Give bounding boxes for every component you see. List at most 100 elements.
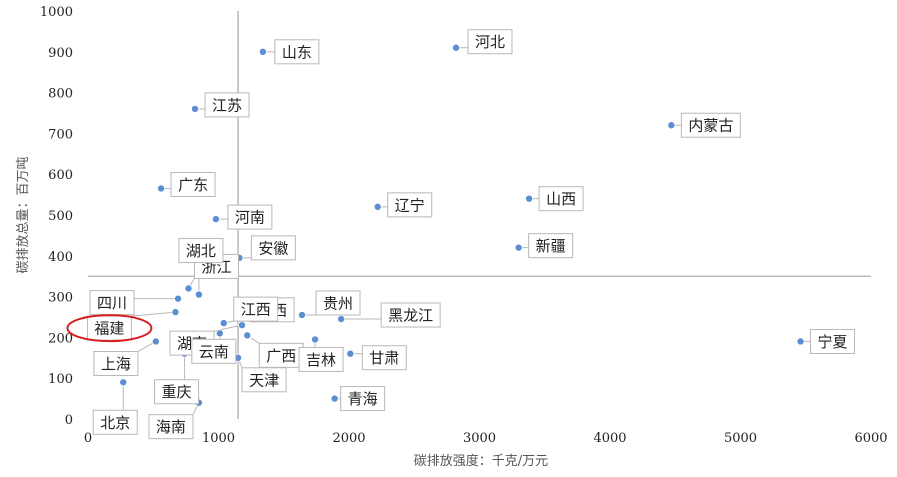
y-axis-title: 碳排放总量：百万吨 <box>16 156 31 273</box>
data-label-box <box>340 386 386 412</box>
data-point-7 <box>373 202 382 211</box>
data-label: 河北 <box>475 33 505 51</box>
y-tick-label: 200 <box>48 331 73 346</box>
y-tick-label: 100 <box>48 372 73 387</box>
data-label-box <box>227 204 273 230</box>
data-label: 河南 <box>235 209 265 227</box>
data-label: 上海 <box>101 355 131 373</box>
data-point-19 <box>215 329 224 338</box>
x-tick-label: 5000 <box>724 431 757 446</box>
data-label: 吉林 <box>306 351 336 369</box>
data-point-10 <box>184 284 193 293</box>
x-tick-label: 3000 <box>463 431 496 446</box>
data-label-box <box>387 192 433 218</box>
data-labels: 山东河北江苏内蒙古广东山西河南辽宁新疆安徽浙江湖北四川陕西福建贵州黑龙江江西湖南… <box>66 29 856 440</box>
data-label-box <box>170 171 216 197</box>
data-label: 重庆 <box>162 383 192 401</box>
data-point-14 <box>171 308 180 317</box>
x-tick-label: 6000 <box>854 431 887 446</box>
data-point-23 <box>311 335 320 344</box>
y-tick-label: 1000 <box>40 5 73 20</box>
data-label: 广西 <box>266 347 296 365</box>
data-label-box <box>538 186 584 212</box>
data-label: 甘肃 <box>369 349 399 367</box>
data-label-box <box>380 302 441 328</box>
data-label: 山西 <box>546 190 576 208</box>
data-label: 贵州 <box>323 294 353 312</box>
data-point-24 <box>346 349 355 358</box>
data-point-28 <box>330 394 339 403</box>
data-label: 北京 <box>100 414 130 432</box>
data-point-2 <box>191 104 200 113</box>
x-tick-label: 0 <box>84 431 92 446</box>
data-label-box <box>810 328 856 354</box>
data-point-20 <box>243 331 252 340</box>
data-point-4 <box>157 184 166 193</box>
data-label: 青海 <box>348 390 378 408</box>
y-tick-label: 600 <box>48 168 73 183</box>
y-axis-ticks: 0 100 200 300 400 500 600 700 800 900 1000 <box>40 5 73 428</box>
data-point-17 <box>219 319 228 328</box>
data-point-3 <box>667 121 676 130</box>
data-label-box <box>154 379 200 405</box>
data-label: 海南 <box>156 418 186 436</box>
data-point-15 <box>298 310 307 319</box>
data-label-box <box>467 29 513 55</box>
x-tick-label: 2000 <box>332 431 365 446</box>
data-label: 新疆 <box>536 237 566 255</box>
data-point-21 <box>151 337 160 346</box>
y-tick-label: 700 <box>48 127 73 142</box>
data-point-18 <box>237 321 246 330</box>
data-label-box <box>315 290 361 316</box>
data-label-box <box>250 235 296 261</box>
data-label: 江西 <box>241 301 271 319</box>
data-label: 山东 <box>282 43 312 61</box>
y-tick-label: 400 <box>48 250 73 265</box>
data-label-box <box>298 346 344 372</box>
data-label: 广东 <box>178 176 208 194</box>
y-tick-label: 0 <box>65 413 73 428</box>
data-label-box <box>204 92 250 118</box>
data-point-6 <box>211 215 220 224</box>
data-label: 福建 <box>94 320 124 338</box>
y-tick-label: 300 <box>48 291 73 306</box>
data-point-1 <box>452 43 461 52</box>
data-label: 黑龙江 <box>388 307 433 325</box>
data-label-box <box>148 414 194 440</box>
data-label: 四川 <box>97 294 127 312</box>
x-tick-label: 1000 <box>202 431 235 446</box>
data-label-box <box>680 112 741 138</box>
data-point-16 <box>337 315 346 324</box>
data-label: 云南 <box>199 343 229 361</box>
data-point-5 <box>525 194 534 203</box>
data-label-box <box>178 238 224 264</box>
data-label: 江苏 <box>212 96 242 114</box>
y-tick-label: 500 <box>48 209 73 224</box>
data-label: 天津 <box>249 371 279 389</box>
data-point-8 <box>514 243 523 252</box>
data-point-22 <box>796 337 805 346</box>
data-label-box <box>241 367 287 393</box>
data-point-0 <box>258 47 267 56</box>
data-label: 湖北 <box>186 242 216 260</box>
data-label: 宁夏 <box>818 333 848 351</box>
data-label-box <box>258 342 304 368</box>
data-label-box <box>361 345 407 371</box>
data-label-box <box>92 409 138 435</box>
data-label-box <box>191 338 237 364</box>
y-tick-label: 900 <box>48 46 73 61</box>
data-label-box <box>233 296 279 322</box>
data-label-box <box>528 233 574 259</box>
data-label: 内蒙古 <box>688 117 733 135</box>
data-label-box <box>93 350 139 376</box>
x-axis-ticks: 0 1000 2000 3000 4000 5000 6000 <box>84 431 888 446</box>
highlight-ellipse <box>66 314 153 343</box>
y-tick-label: 800 <box>48 87 73 102</box>
data-label: 安徽 <box>258 239 288 257</box>
data-point-27 <box>119 378 128 387</box>
data-label: 辽宁 <box>395 196 425 214</box>
x-tick-label: 4000 <box>593 431 626 446</box>
data-point-12 <box>174 294 183 303</box>
data-label-box <box>274 39 320 65</box>
